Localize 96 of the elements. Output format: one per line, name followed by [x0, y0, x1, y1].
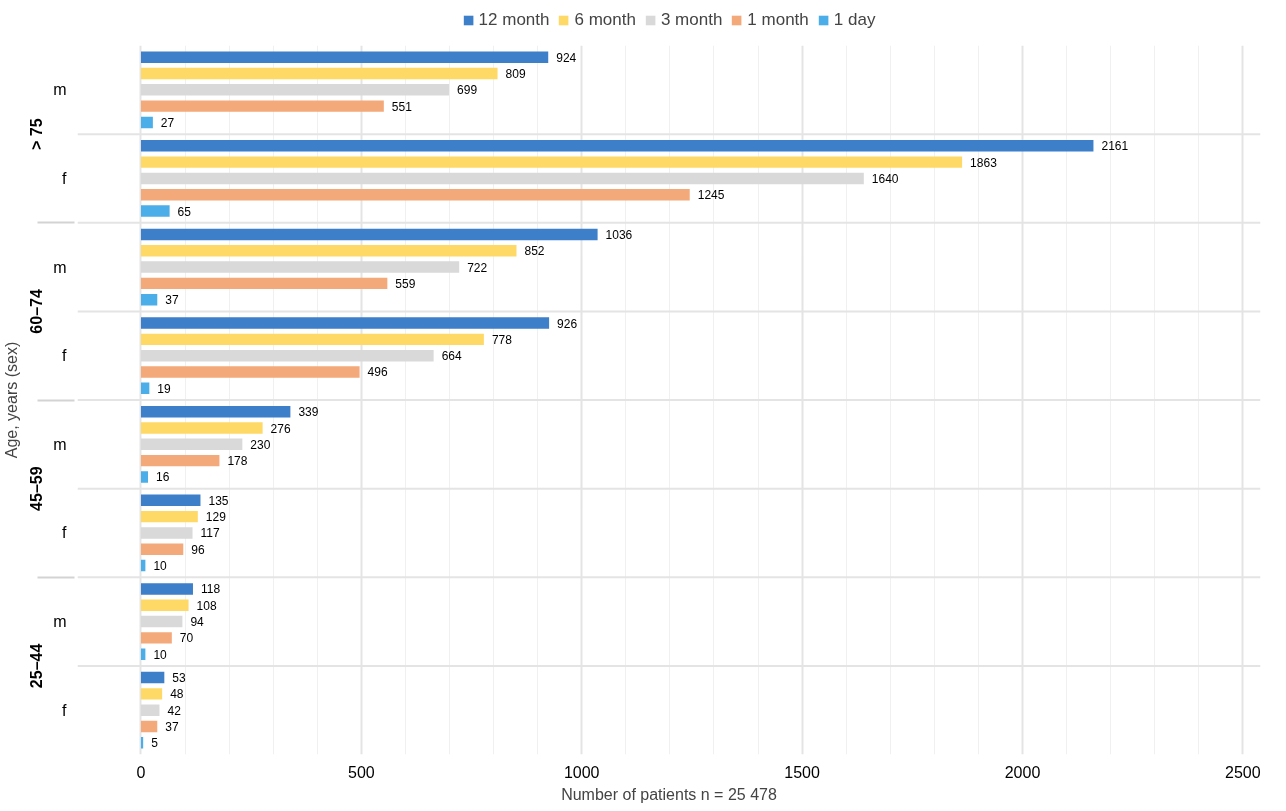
bar: [140, 333, 484, 346]
data-label: 809: [505, 67, 526, 82]
data-label: 778: [491, 332, 513, 347]
data-label: 53: [172, 671, 186, 686]
bar: [140, 317, 550, 329]
legend-label: 12 month: [478, 10, 550, 30]
y-tick-label: f: [62, 169, 68, 187]
x-tick-label: 0: [136, 763, 146, 781]
bar: [140, 189, 690, 201]
bar: [140, 471, 149, 483]
legend-label: 6 month: [574, 10, 636, 30]
data-label: 722: [467, 260, 488, 275]
data-label: 924: [556, 50, 577, 65]
y-tick-label: m: [53, 81, 67, 99]
bar: [140, 422, 263, 434]
x-tick-label: 2500: [1225, 763, 1261, 781]
bar: [140, 366, 360, 378]
y-tick-label: m: [53, 258, 67, 276]
bar: [140, 382, 150, 395]
data-label: 1245: [697, 188, 725, 203]
data-label: 42: [167, 703, 182, 718]
data-label: 129: [205, 510, 227, 525]
bar: [140, 454, 220, 467]
data-label: 339: [298, 405, 319, 420]
bar: [140, 583, 193, 595]
data-label: 699: [457, 83, 478, 98]
data-label: 10: [153, 559, 168, 574]
text: > 75: [28, 118, 46, 150]
data-label: 117: [200, 526, 220, 541]
bar: [140, 293, 158, 306]
bar: [140, 648, 146, 660]
bar: [140, 671, 165, 684]
data-label: 1036: [605, 227, 633, 242]
data-label: 27: [160, 115, 175, 130]
data-label: 94: [190, 615, 205, 630]
bar: [140, 688, 163, 700]
data-label: 1640: [871, 171, 899, 186]
bar: [140, 116, 153, 129]
legend-label: 1 month: [747, 10, 809, 30]
data-label: 2161: [1101, 139, 1129, 154]
data-label: 19: [157, 381, 172, 396]
y-tick-label: f: [62, 347, 68, 365]
legend-label: 3 month: [660, 10, 723, 30]
x-tick-label: 1500: [784, 763, 821, 781]
data-label: 16: [156, 470, 170, 485]
x-axis-title: Number of patients n = 25 478: [561, 785, 777, 803]
data-label: 664: [441, 349, 462, 364]
bar: [140, 228, 598, 241]
text: 45–59: [28, 466, 46, 511]
x-tick-label: 2000: [1004, 763, 1041, 781]
data-label: 276: [270, 421, 291, 436]
data-label: 559: [395, 276, 416, 291]
text: 60–74: [28, 289, 46, 334]
data-label: 96: [191, 542, 205, 557]
data-label: 118: [200, 582, 221, 597]
y-tick-label: f: [62, 524, 68, 542]
bar: [140, 737, 144, 749]
bar: [140, 543, 184, 555]
y-tick-label: f: [62, 701, 68, 719]
text: 25–44: [28, 643, 46, 689]
data-label: 37: [165, 293, 179, 308]
bar: [140, 100, 384, 112]
bar: [140, 720, 158, 733]
data-label: 852: [524, 244, 545, 259]
y-tick-label: m: [53, 613, 67, 631]
bar: [140, 405, 291, 418]
data-label: 135: [208, 493, 229, 508]
data-label: 5: [151, 736, 159, 751]
bar: [140, 494, 201, 507]
x-tick-label: 1000: [563, 763, 600, 781]
bar: [140, 51, 549, 63]
bar: [140, 205, 170, 217]
data-label: 65: [177, 204, 192, 219]
data-label: 108: [196, 598, 217, 613]
data-label: 37: [165, 719, 179, 734]
data-label: 551: [391, 99, 413, 114]
x-tick-label: 500: [348, 763, 375, 781]
bar: [140, 156, 963, 168]
bar: [140, 599, 189, 611]
y-tick-label: m: [53, 435, 67, 453]
y-axis-title: Age, years (sex): [3, 341, 21, 459]
data-label: 1863: [970, 155, 998, 170]
bar: [140, 510, 198, 523]
data-label: 230: [250, 437, 271, 452]
bar: [140, 632, 172, 644]
data-label: 10: [153, 647, 168, 662]
bar: [140, 67, 498, 80]
data-label: 178: [227, 454, 248, 469]
data-label: 48: [170, 687, 184, 702]
data-label: 70: [179, 631, 194, 646]
data-label: 926: [557, 316, 578, 331]
bar: [140, 245, 517, 257]
data-label: 496: [367, 365, 388, 380]
bar: [140, 140, 1094, 152]
bar: [140, 277, 388, 290]
legend-label: 1 day: [833, 10, 876, 30]
